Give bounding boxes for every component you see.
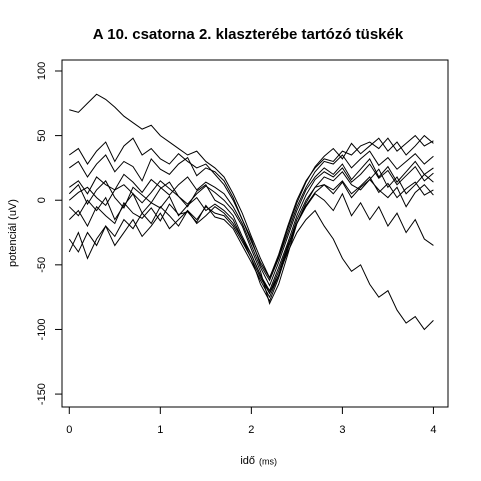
- x-axis-unit: (ms): [259, 456, 277, 466]
- x-tick-label: 2: [248, 424, 254, 436]
- y-tick-label: 50: [36, 129, 48, 141]
- x-tick-label: 4: [430, 424, 436, 436]
- x-tick-label: 3: [339, 424, 345, 436]
- x-axis-label: idő: [240, 455, 255, 467]
- spike-trace: [68, 192, 434, 295]
- y-tick-label: -100: [36, 318, 48, 340]
- y-tick-label: -50: [36, 257, 48, 273]
- chart-title: A 10. csatorna 2. klaszterébe tartózó tü…: [93, 26, 404, 43]
- y-tick-label: -150: [36, 383, 48, 405]
- y-axis-label: potenciál (uV): [7, 199, 19, 267]
- spike-trace: [68, 134, 434, 279]
- y-tick-label: 100: [36, 62, 48, 80]
- spike-trace: [69, 93, 434, 280]
- spike-trace: [68, 176, 434, 299]
- spike-trace: [68, 168, 434, 306]
- y-tick-label: 0: [36, 197, 48, 203]
- spike-trace: [68, 157, 434, 287]
- spike-trace: [68, 150, 434, 282]
- x-tick-label: 0: [66, 424, 72, 436]
- x-tick-label: 1: [157, 424, 163, 436]
- spike-trace: [68, 178, 434, 303]
